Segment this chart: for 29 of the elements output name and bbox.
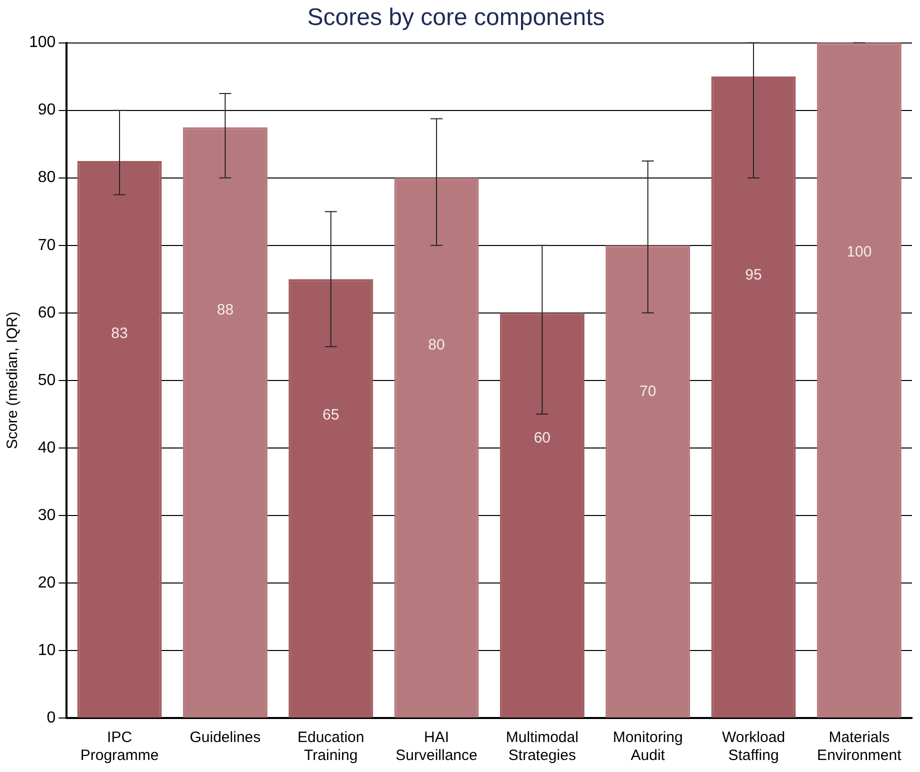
y-tick-label: 10 (38, 642, 56, 659)
y-tick-label: 20 (38, 574, 56, 592)
data-label: 88 (216, 301, 234, 318)
x-tick-label: Multimodal Strategies (506, 729, 578, 764)
x-tick-label: Guidelines (190, 729, 261, 746)
data-label: 65 (322, 406, 340, 424)
data-label: 95 (745, 266, 762, 284)
y-tick-label: 70 (38, 236, 56, 254)
data-label: 70 (640, 383, 656, 400)
x-tick-label: Materials Environment (817, 729, 902, 764)
data-label: 80 (428, 336, 445, 354)
chart-title: Scores by core components (307, 4, 605, 32)
data-label: 100 (846, 243, 872, 260)
data-label: 60 (534, 430, 551, 447)
y-axis-title: Score (median, IQR) (4, 312, 22, 450)
y-tick-label: 80 (38, 169, 56, 186)
y-tick-label: 40 (38, 439, 56, 456)
y-tick-label: 0 (46, 709, 56, 726)
x-tick-label: Workload Staffing (722, 729, 786, 764)
y-tick-label: 60 (38, 304, 56, 322)
y-tick-label: 50 (38, 372, 56, 389)
x-tick-label: HAI Surveillance (396, 729, 478, 764)
data-label: 83 (111, 324, 128, 342)
x-tick-label: Monitoring Audit (612, 729, 683, 764)
y-tick-label: 30 (38, 506, 56, 524)
y-tick-label: 90 (38, 102, 56, 119)
x-tick-label: Education Training (297, 729, 364, 764)
x-tick-label: IPC Programme (80, 729, 159, 764)
y-tick-label: 100 (28, 34, 56, 52)
